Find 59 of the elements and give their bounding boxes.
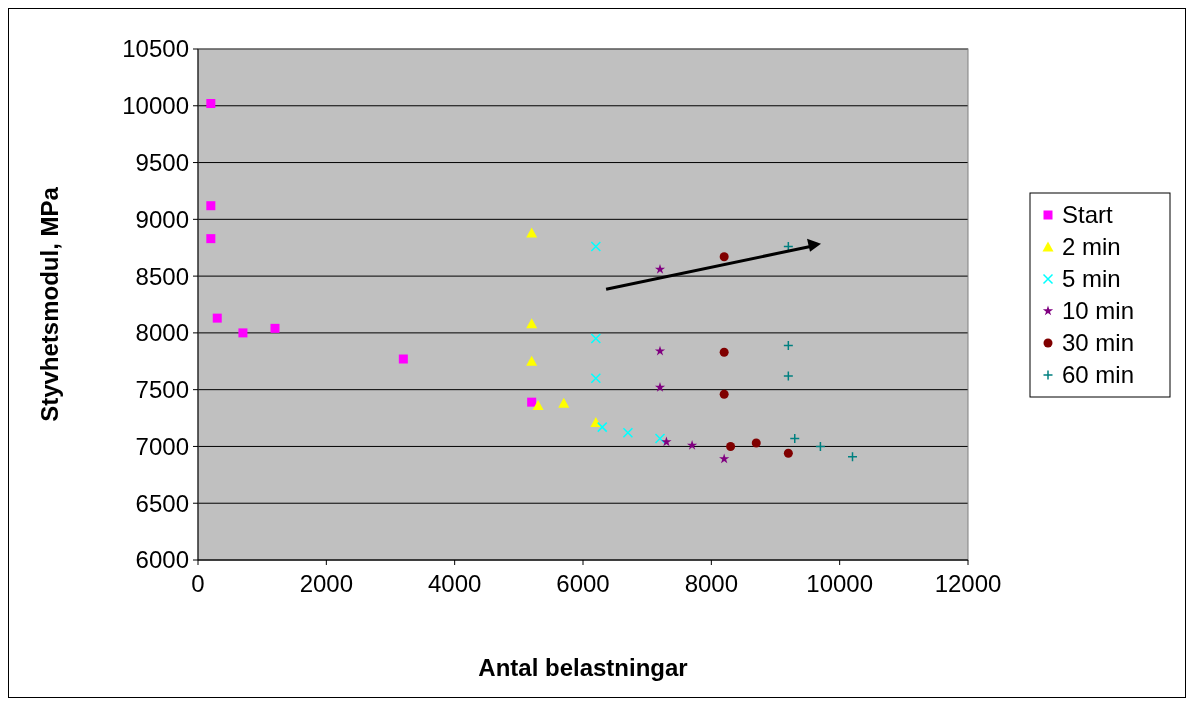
y-tick-label: 6500 <box>135 489 189 517</box>
point <box>212 313 222 323</box>
point <box>590 333 602 344</box>
x-axis-title: Antal belastningar <box>478 654 688 681</box>
point <box>270 323 280 333</box>
y-tick-label: 9000 <box>135 205 189 233</box>
point <box>527 397 537 407</box>
point <box>622 427 634 439</box>
x-tick-label: 6000 <box>556 570 610 597</box>
point <box>661 436 672 447</box>
point <box>526 227 538 238</box>
point <box>654 263 666 274</box>
x-tick-label: 0 <box>191 570 205 597</box>
x-tick-label: 2000 <box>299 570 354 597</box>
y-tick-label: 10500 <box>122 35 189 63</box>
point <box>590 241 602 252</box>
point <box>654 433 666 444</box>
point <box>654 345 666 356</box>
point <box>783 448 793 458</box>
y-tick-label: 6000 <box>135 546 189 574</box>
y-tick-label: 8000 <box>135 319 189 347</box>
point <box>719 252 729 262</box>
y-tick-label: 8500 <box>135 262 189 290</box>
y-tick-label: 9500 <box>135 148 189 176</box>
legend-label: 2 min <box>1062 233 1121 261</box>
point <box>751 438 761 448</box>
point <box>526 318 538 329</box>
point <box>719 453 730 464</box>
y-tick-label: 7000 <box>135 432 189 460</box>
point <box>654 382 666 392</box>
point <box>590 373 602 384</box>
legend-label: 10 min <box>1062 297 1135 325</box>
point <box>398 354 408 364</box>
point <box>532 400 544 411</box>
x-tick-label: 4000 <box>427 570 482 597</box>
point <box>597 421 608 433</box>
point <box>783 370 794 382</box>
x-tick-label: 8000 <box>684 570 739 597</box>
point <box>558 397 570 408</box>
point <box>719 389 729 399</box>
point <box>526 355 538 366</box>
point <box>206 234 216 244</box>
y-tick-label: 10000 <box>122 92 189 120</box>
point <box>789 433 800 444</box>
x-tick-label: 10000 <box>806 570 874 597</box>
legend-label: Start <box>1062 201 1114 229</box>
y-tick-label: 7500 <box>135 376 189 404</box>
point <box>206 201 216 211</box>
legend-label: 60 min <box>1062 361 1135 389</box>
point <box>726 441 736 451</box>
y-axis-title: Styvhetsmodul, MPa <box>36 186 63 422</box>
point <box>206 99 216 109</box>
legend-label: 5 min <box>1062 265 1121 293</box>
point <box>686 439 698 450</box>
legend-label: 30 min <box>1062 329 1135 357</box>
point <box>719 347 729 357</box>
x-tick-label: 12000 <box>934 570 1002 597</box>
point <box>238 328 248 338</box>
point <box>590 417 602 428</box>
